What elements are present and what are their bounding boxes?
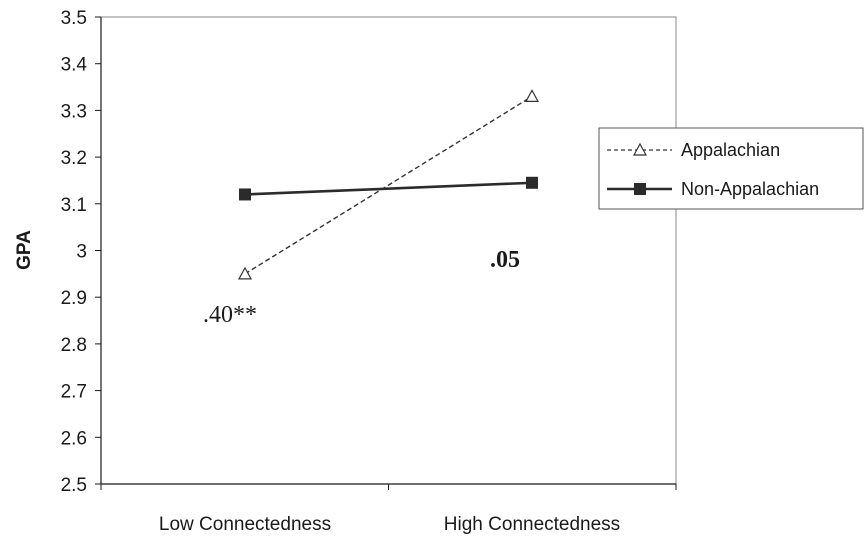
series-layer [237, 89, 540, 280]
x-tick-label: High Connectedness [444, 514, 620, 535]
y-tick-label: 2.7 [61, 382, 87, 403]
y-tick-label: 3.4 [61, 55, 88, 76]
legend-box [598, 127, 864, 210]
data-point-non-appalachian-1 [526, 176, 538, 189]
legend: Appalachian Non-Appalachian [598, 127, 864, 210]
y-axis-title: GPA [14, 230, 35, 270]
data-point-non-appalachian-0 [239, 188, 251, 201]
y-axis-ticks: 2.5 2.6 2.7 2.8 2.9 3 3.1 3.2 3.3 3.4 3.5 [61, 8, 101, 496]
y-tick-label: 3.5 [61, 8, 87, 29]
y-tick-label: 2.5 [61, 475, 87, 496]
legend-marker-appalachian [632, 142, 648, 156]
legend-label-appalachian: Appalachian [681, 140, 780, 160]
y-tick-label: 2.9 [61, 288, 87, 309]
annotation-non-appalachian-effect: .05 [490, 247, 520, 273]
legend-marker-non-appalachian [634, 183, 646, 195]
data-point-appalachian-0 [237, 266, 253, 280]
series-line-appalachian [244, 95, 533, 275]
annotation-appalachian-effect: .40** [203, 302, 257, 328]
series-line-non-appalachian [244, 181, 533, 196]
y-tick-label: 3 [76, 242, 87, 263]
y-tick-label: 3.2 [61, 148, 87, 169]
legend-label-non-appalachian: Non-Appalachian [681, 179, 819, 199]
y-tick-label: 3.3 [61, 101, 87, 122]
y-tick-label: 2.6 [61, 428, 87, 449]
y-tick-label: 2.8 [61, 335, 87, 356]
x-axis-ticks: Low Connectedness High Connectedness [100, 484, 677, 535]
data-point-appalachian-1 [524, 89, 540, 102]
x-tick-label: Low Connectedness [159, 514, 331, 535]
y-tick-label: 3.1 [61, 195, 87, 216]
